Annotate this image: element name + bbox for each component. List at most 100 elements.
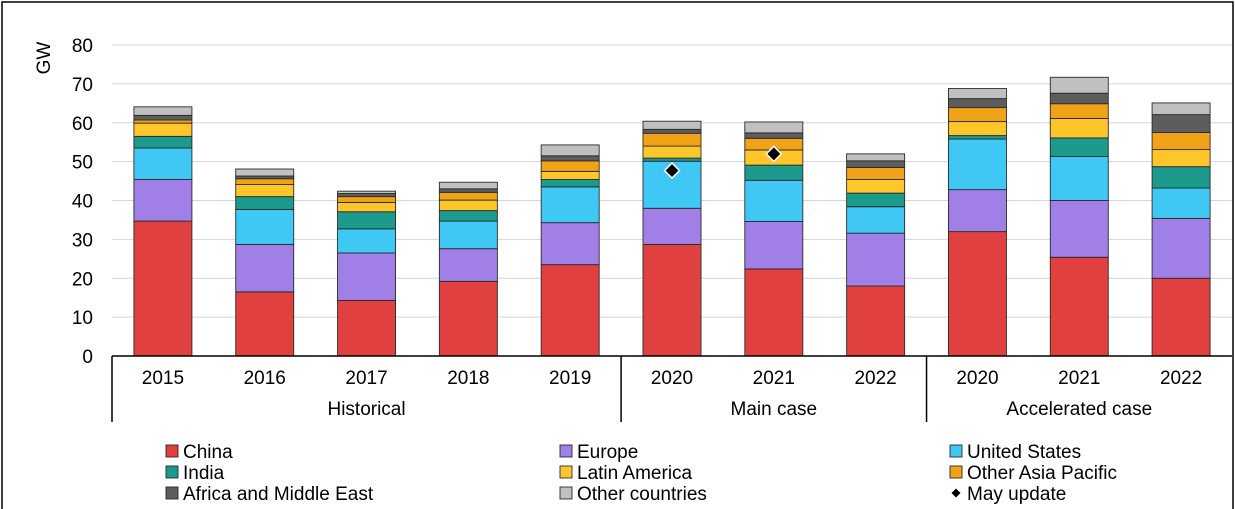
bar-latin-america-2020-9 xyxy=(948,121,1007,137)
legend-label-united-states: United States xyxy=(967,442,1081,463)
bar-stack-9 xyxy=(948,88,1007,357)
bar-other-countries-2022-11 xyxy=(1151,102,1211,116)
bar-other-countries-2016-2 xyxy=(235,168,295,177)
legend-swatch-africa-and-middle-east xyxy=(165,486,179,500)
bar-latin-america-2020-6 xyxy=(642,145,702,159)
marker-may-update-6 xyxy=(663,162,681,180)
y-tick-0: 0 xyxy=(82,347,93,368)
bar-china-2022-8 xyxy=(846,285,906,357)
bar-india-2018-4 xyxy=(438,210,498,222)
legend-label-latin-america: Latin America xyxy=(577,463,693,484)
bar-other-countries-2015-1 xyxy=(133,106,193,116)
bar-united-states-2021-10 xyxy=(1049,156,1109,201)
y-tick-50: 50 xyxy=(72,153,93,174)
bar-other-asia-pacific-2020-6 xyxy=(642,132,702,147)
bar-united-states-2019-5 xyxy=(540,186,600,224)
x-tick-2021-7: 2021 xyxy=(753,368,795,389)
bar-india-2019-5 xyxy=(540,179,600,188)
x-tick-2015-1: 2015 xyxy=(142,368,184,389)
bar-europe-2017-3 xyxy=(337,252,396,301)
bar-united-states-2020-9 xyxy=(948,138,1007,191)
bar-india-2021-7 xyxy=(744,164,804,181)
bar-europe-2020-9 xyxy=(948,189,1007,233)
y-tick-20: 20 xyxy=(72,269,93,290)
x-tick-2017-3: 2017 xyxy=(345,368,387,389)
bar-other-countries-2021-7 xyxy=(744,121,804,134)
bar-united-states-2015-1 xyxy=(133,147,193,180)
x-tick-2018-4: 2018 xyxy=(447,368,489,389)
bar-africa-and-middle-east-2022-11 xyxy=(1151,114,1211,133)
legend-label-africa-and-middle-east: Africa and Middle East xyxy=(183,484,374,505)
legend-label-europe: Europe xyxy=(577,442,638,463)
bar-united-states-2018-4 xyxy=(438,220,498,250)
bar-latin-america-2018-4 xyxy=(438,199,498,212)
bar-china-2022-11 xyxy=(1151,277,1211,357)
bar-india-2017-3 xyxy=(337,211,396,230)
bar-africa-and-middle-east-2017-3 xyxy=(337,193,396,198)
bar-stack-10 xyxy=(1049,76,1109,357)
legend-swatch-other-countries xyxy=(559,486,573,500)
bars xyxy=(133,76,1211,357)
bar-europe-2015-1 xyxy=(133,179,193,222)
bar-united-states-2016-2 xyxy=(235,208,295,245)
bar-stack-6 xyxy=(642,120,702,357)
legend-label-other-countries: Other countries xyxy=(577,484,707,505)
bar-other-countries-2018-4 xyxy=(438,181,498,190)
x-tick-2022-8: 2022 xyxy=(854,368,896,389)
y-axis-label: GW xyxy=(34,42,55,75)
bar-stack-8 xyxy=(846,153,906,357)
bar-stack-5 xyxy=(540,144,600,357)
bar-africa-and-middle-east-2018-4 xyxy=(438,188,498,193)
bar-stack-2 xyxy=(235,168,295,357)
bar-china-2015-1 xyxy=(133,220,193,357)
bar-other-asia-pacific-2022-11 xyxy=(1151,132,1211,151)
bar-stack-7 xyxy=(744,121,804,357)
legend-label-china: China xyxy=(183,442,233,463)
bar-europe-2021-10 xyxy=(1049,200,1109,258)
bar-latin-america-2022-11 xyxy=(1151,149,1211,168)
bar-latin-america-2019-5 xyxy=(540,170,600,180)
y-axis-ticks: 0 10 20 30 40 50 60 70 80 xyxy=(72,36,93,368)
bar-latin-america-2015-1 xyxy=(133,122,193,137)
bar-china-2021-10 xyxy=(1049,256,1109,357)
group-label-historical: Historical xyxy=(327,399,405,420)
x-tick-2020-6: 2020 xyxy=(651,368,693,389)
bar-stack-11 xyxy=(1151,102,1211,357)
bar-latin-america-2021-10 xyxy=(1049,118,1109,139)
bar-other-asia-pacific-2016-2 xyxy=(235,178,295,186)
bar-united-states-2022-11 xyxy=(1151,187,1211,219)
legend: China Europe United States India Latin Ameri… xyxy=(165,442,1117,505)
bar-other-asia-pacific-2020-9 xyxy=(948,107,1007,123)
bar-africa-and-middle-east-2021-7 xyxy=(744,132,804,139)
legend-label-may-update: May update xyxy=(967,484,1066,505)
legend-swatch-other-asia-pacific xyxy=(949,465,963,479)
y-tick-40: 40 xyxy=(72,192,93,213)
bar-africa-and-middle-east-2021-10 xyxy=(1049,92,1109,105)
bar-other-asia-pacific-2021-10 xyxy=(1049,103,1109,119)
bar-china-2017-3 xyxy=(337,299,396,357)
bar-other-asia-pacific-2019-5 xyxy=(540,160,600,172)
bar-china-2016-2 xyxy=(235,291,295,357)
bar-latin-america-2022-8 xyxy=(846,179,906,194)
bar-united-states-2022-8 xyxy=(846,206,906,234)
y-tick-10: 10 xyxy=(72,308,93,329)
legend-swatch-may-update xyxy=(951,488,961,498)
bar-united-states-2017-3 xyxy=(337,228,396,254)
bar-other-countries-2022-8 xyxy=(846,153,906,162)
bar-india-2020-9 xyxy=(948,135,1007,140)
bar-united-states-2021-7 xyxy=(744,179,804,222)
bar-stack-4 xyxy=(438,181,498,357)
legend-swatch-united-states xyxy=(949,444,963,458)
y-tick-60: 60 xyxy=(72,114,93,135)
y-tick-80: 80 xyxy=(72,36,93,57)
legend-swatch-latin-america xyxy=(559,465,573,479)
bar-africa-and-middle-east-2015-1 xyxy=(133,114,193,121)
bar-india-2016-2 xyxy=(235,196,295,210)
bar-europe-2018-4 xyxy=(438,248,498,282)
x-tick-2016-2: 2016 xyxy=(244,368,286,389)
x-tick-2022-11: 2022 xyxy=(1160,368,1202,389)
bar-china-2019-5 xyxy=(540,264,600,357)
x-tick-2020-9: 2020 xyxy=(956,368,998,389)
